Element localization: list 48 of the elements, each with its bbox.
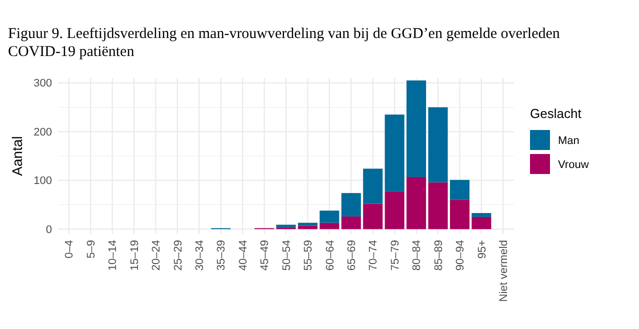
x-tick-label: 45–49 [259, 240, 272, 271]
bar [428, 182, 448, 230]
bar [450, 180, 470, 200]
x-tick-label: 10–14 [107, 240, 120, 271]
y-axis-title: Aantal [9, 136, 25, 176]
x-tick-label: 55–59 [302, 240, 315, 271]
x-tick-label: 35–39 [216, 240, 228, 271]
bar [428, 107, 448, 182]
x-tick-label: 20–24 [150, 240, 163, 271]
bar [363, 204, 383, 230]
bar [320, 210, 340, 223]
x-tick-label: 85–89 [432, 240, 445, 271]
x-tick-label: 25–29 [172, 240, 184, 271]
x-tick-label: 50–54 [280, 240, 293, 271]
chart-title: Figuur 9. Leeftijdsverdeling en man-vrouwverdeling van bij de GGD’en gemelde overleden COVID-19 patiënten [8, 26, 560, 60]
x-tick-label: 75–79 [389, 240, 402, 271]
bar [363, 168, 383, 204]
legend-label: Vrouw [558, 158, 589, 171]
x-tick-label: 0–4 [64, 240, 76, 258]
bar [472, 216, 492, 230]
bar [341, 193, 361, 216]
bar [384, 192, 404, 230]
x-tick-label: 65–69 [346, 240, 358, 271]
y-tick-label: 100 [34, 175, 52, 188]
x-tick-label: 95+ [476, 240, 488, 259]
x-tick-label: Niet vermeld [498, 240, 510, 302]
bar [450, 200, 470, 230]
bar [276, 224, 296, 228]
x-tick-label: 80–84 [411, 240, 424, 271]
legend-title: Geslacht [530, 106, 582, 121]
x-tick-label: 30–34 [194, 240, 206, 271]
bar [406, 80, 426, 177]
bar [320, 222, 340, 230]
x-tick-label: 40–44 [237, 240, 250, 271]
bar [298, 226, 318, 230]
y-tick-label: 0 [46, 224, 52, 236]
x-tick-label: 90–94 [454, 240, 467, 271]
bar [472, 213, 492, 217]
y-tick-label: 300 [34, 78, 52, 90]
x-tick-label: 70–74 [368, 240, 380, 271]
x-tick-label: 5–9 [85, 240, 98, 258]
x-tick-label: 60–64 [324, 240, 336, 271]
bar [341, 216, 361, 230]
y-tick-label: 200 [34, 126, 52, 138]
bar [406, 176, 426, 230]
bar [384, 114, 404, 192]
legend-label: Man [558, 134, 580, 147]
x-tick-label: 15–19 [128, 240, 141, 271]
